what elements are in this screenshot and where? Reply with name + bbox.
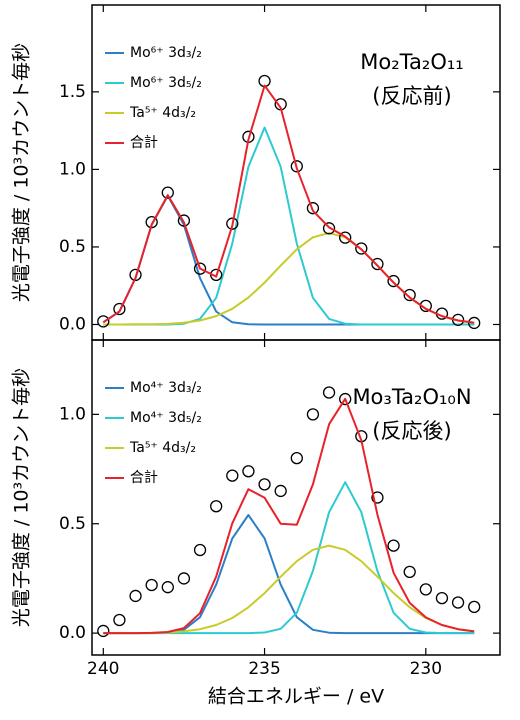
legend-label: 合計 — [130, 470, 158, 486]
series-line — [103, 232, 475, 326]
series-line — [103, 397, 475, 635]
plot-frame — [91, 339, 501, 656]
x-axis-label: 結合エネルギー / eV — [208, 686, 384, 708]
panel: 0.0 0.5 1.0 1.5 光電子強度 / 10³カウント毎秒 Mo⁶⁺ 3d₃/₂ M… — [11, 4, 501, 341]
legend-label: Mo⁴⁺ 3d₃/₂ — [130, 380, 202, 396]
measured-point — [97, 315, 110, 328]
legend-label: Mo⁶⁺ 3d₃/₂ — [130, 45, 202, 61]
x-tick-label: 235 — [248, 659, 280, 679]
measured-point — [226, 217, 239, 230]
measured-point — [387, 274, 400, 288]
measured-point — [419, 583, 432, 596]
measured-point — [355, 242, 368, 255]
measured-point — [339, 231, 352, 244]
series-line — [102, 194, 475, 326]
measured-point — [435, 591, 449, 605]
measured-point — [113, 613, 126, 627]
legend-label: 合計 — [130, 135, 158, 151]
series-line — [102, 84, 475, 324]
legend-label: Mo⁶⁺ 3d₅/₂ — [130, 75, 202, 91]
y-tick-label: 1.0 — [59, 404, 86, 424]
annotation: (反応後) — [372, 419, 451, 443]
measured-point — [129, 589, 142, 603]
legend-label: Mo⁴⁺ 3d₅/₂ — [130, 410, 202, 426]
measured-point — [177, 572, 191, 585]
y-tick-label: 1.0 — [59, 159, 86, 179]
y-tick-label: 0.5 — [59, 237, 86, 257]
measured-point — [468, 600, 481, 614]
annotation: (反応前) — [372, 84, 451, 108]
measured-point — [387, 539, 400, 552]
legend-label: Ta⁵⁺ 4d₃/₂ — [129, 105, 196, 121]
series-line — [103, 126, 475, 326]
measured-point — [371, 257, 384, 271]
y-axis-label: 光電子強度 / 10³カウント毎秒 — [11, 43, 33, 302]
measured-point — [403, 288, 416, 302]
measured-point — [97, 624, 110, 638]
measured-point — [226, 469, 239, 482]
panel: 0.0 0.5 1.0 240 235 230 結合エネルギー / eV 光電子強度 / 10… — [11, 339, 501, 708]
measured-point — [274, 484, 287, 498]
measured-point — [290, 451, 303, 465]
y-tick-label: 0.0 — [59, 623, 86, 643]
measured-point — [161, 186, 174, 199]
measured-point — [113, 302, 126, 316]
measured-point — [193, 262, 207, 275]
measured-point — [306, 202, 320, 215]
measured-point — [145, 578, 158, 592]
measured-point — [322, 222, 336, 235]
measured-point — [322, 386, 336, 399]
y-tick-label: 1.5 — [59, 82, 86, 102]
measured-point — [290, 160, 303, 173]
measured-point — [451, 596, 465, 609]
measured-point — [193, 543, 207, 557]
measured-point — [129, 268, 142, 282]
measured-point — [306, 408, 320, 421]
annotation: Mo₂Ta₂O₁₁ — [360, 50, 463, 74]
annotation: Mo₃Ta₂O₁₀N — [352, 385, 471, 409]
series-line — [103, 514, 475, 635]
measured-point — [258, 478, 271, 491]
measured-point — [371, 491, 384, 504]
measured-point — [161, 581, 174, 594]
legend-label: Ta⁵⁺ 4d₃/₂ — [129, 440, 196, 456]
measured-point — [403, 565, 416, 579]
x-tick-label: 240 — [87, 659, 119, 679]
measured-point — [339, 392, 352, 406]
y-tick-label: 0.5 — [59, 514, 86, 534]
x-tick-label: 230 — [410, 659, 442, 679]
y-axis-label: 光電子強度 / 10³カウント毎秒 — [11, 368, 33, 627]
measured-point — [242, 465, 255, 478]
measured-point — [210, 500, 223, 513]
y-tick-label: 0.0 — [59, 314, 86, 334]
measured-point — [177, 214, 191, 227]
